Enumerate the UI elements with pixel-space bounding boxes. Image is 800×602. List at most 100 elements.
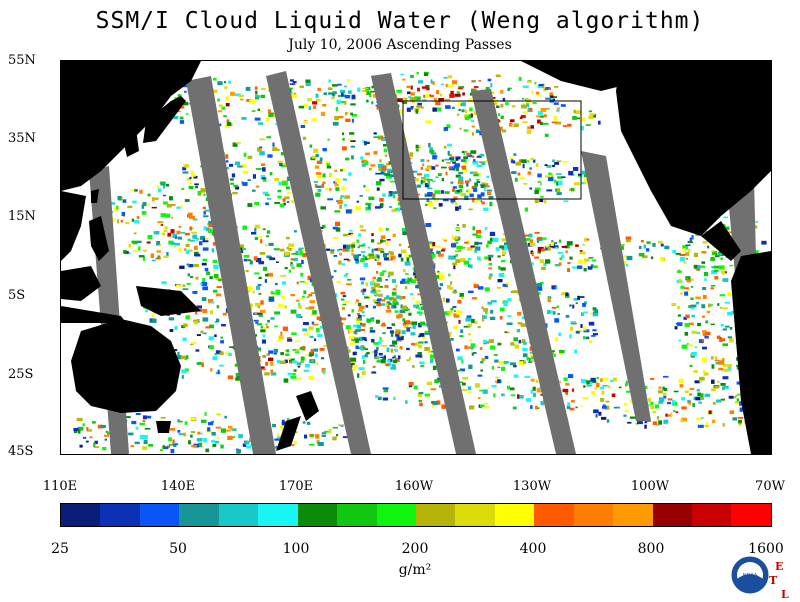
cloud-pixel (456, 224, 459, 226)
cloud-pixel (442, 238, 447, 241)
cloud-pixel (503, 301, 508, 307)
cloud-pixel (400, 304, 403, 309)
lat-label: 15N (8, 209, 36, 224)
cloud-pixel (190, 343, 194, 346)
cloud-pixel (257, 284, 262, 286)
cloud-pixel (203, 226, 207, 231)
cloud-pixel (183, 164, 190, 168)
cloud-pixel (170, 229, 175, 234)
cloud-pixel (481, 201, 485, 205)
cloud-pixel (477, 256, 481, 261)
cloud-pixel (618, 244, 625, 246)
cloud-pixel (603, 377, 609, 381)
cloud-pixel (582, 335, 586, 340)
cloud-pixel (704, 424, 709, 428)
cloud-pixel (295, 250, 299, 255)
cloud-pixel (322, 173, 326, 178)
cloud-pixel (378, 135, 382, 139)
cloud-pixel (691, 314, 695, 318)
cloud-pixel (650, 378, 655, 380)
cloud-pixel (678, 378, 684, 383)
cloud-pixel (452, 306, 457, 308)
cloud-pixel (737, 417, 744, 419)
cloud-pixel (342, 303, 347, 306)
cloud-pixel (290, 294, 295, 297)
cloud-pixel (569, 256, 573, 260)
colorbar-swatch (494, 504, 535, 526)
cloud-pixel (465, 346, 471, 349)
cloud-pixel (382, 299, 386, 302)
cloud-pixel (286, 236, 290, 240)
cloud-pixel (501, 129, 507, 133)
cloud-pixel (327, 87, 333, 90)
cloud-pixel (356, 324, 362, 329)
cloud-pixel (580, 126, 584, 131)
cloud-pixel (695, 296, 701, 300)
cloud-pixel (147, 234, 153, 240)
cloud-pixel (700, 265, 705, 268)
cloud-pixel (137, 240, 142, 243)
cloud-pixel (361, 251, 366, 253)
cloud-pixel (254, 86, 258, 90)
cloud-pixel (194, 183, 199, 185)
cloud-pixel (369, 93, 372, 97)
cloud-pixel (408, 385, 413, 388)
cloud-pixel (176, 312, 181, 316)
cloud-pixel (469, 92, 473, 96)
cloud-pixel (410, 279, 417, 284)
cloud-pixel (249, 260, 253, 265)
cloud-pixel (326, 165, 332, 169)
cloud-pixel (139, 189, 143, 194)
cloud-pixel (667, 398, 673, 401)
cloud-pixel (204, 209, 209, 212)
cloud-pixel (370, 164, 376, 167)
cloud-pixel (358, 254, 361, 256)
cloud-pixel (229, 178, 234, 181)
cloud-pixel (673, 390, 679, 393)
cloud-pixel (291, 253, 298, 255)
cloud-pixel (530, 157, 535, 161)
colorbar-swatch (100, 504, 140, 526)
cloud-pixel (720, 324, 724, 327)
cloud-pixel (588, 115, 594, 120)
cloud-pixel (275, 289, 281, 294)
cloud-pixel (480, 192, 485, 197)
cloud-pixel (376, 278, 382, 282)
cloud-pixel (388, 192, 393, 197)
cloud-pixel (545, 175, 550, 178)
cloud-pixel (594, 387, 597, 390)
lat-label: 45S (8, 444, 34, 459)
cloud-pixel (698, 339, 704, 343)
cloud-pixel (388, 362, 392, 367)
lat-label: 5S (8, 288, 26, 303)
cloud-pixel (212, 259, 218, 263)
cloud-pixel (538, 111, 543, 115)
cloud-pixel (572, 304, 575, 309)
cloud-pixel (406, 327, 411, 332)
cloud-pixel (272, 142, 275, 147)
cloud-pixel (686, 254, 690, 257)
lat-label: 25S (8, 367, 34, 382)
cloud-pixel (404, 261, 411, 266)
cloud-pixel (231, 173, 236, 178)
cloud-pixel (359, 346, 364, 350)
cloud-pixel (372, 279, 375, 284)
cloud-pixel (131, 240, 136, 244)
cloud-pixel (498, 265, 501, 270)
cloud-pixel (722, 343, 729, 347)
cloud-pixel (385, 363, 390, 367)
cloud-pixel (192, 319, 199, 323)
cloud-pixel (554, 86, 559, 88)
cloud-pixel (712, 419, 716, 424)
cloud-pixel (385, 241, 389, 246)
cloud-pixel (105, 430, 109, 433)
cloud-pixel (556, 109, 560, 112)
cloud-pixel (696, 417, 702, 421)
cloud-pixel (479, 347, 483, 350)
cloud-pixel (590, 264, 594, 268)
cloud-pixel (257, 147, 262, 152)
cloud-pixel (336, 434, 339, 437)
cloud-pixel (602, 384, 608, 387)
cloud-pixel (710, 287, 714, 290)
cloud-pixel (457, 179, 464, 185)
